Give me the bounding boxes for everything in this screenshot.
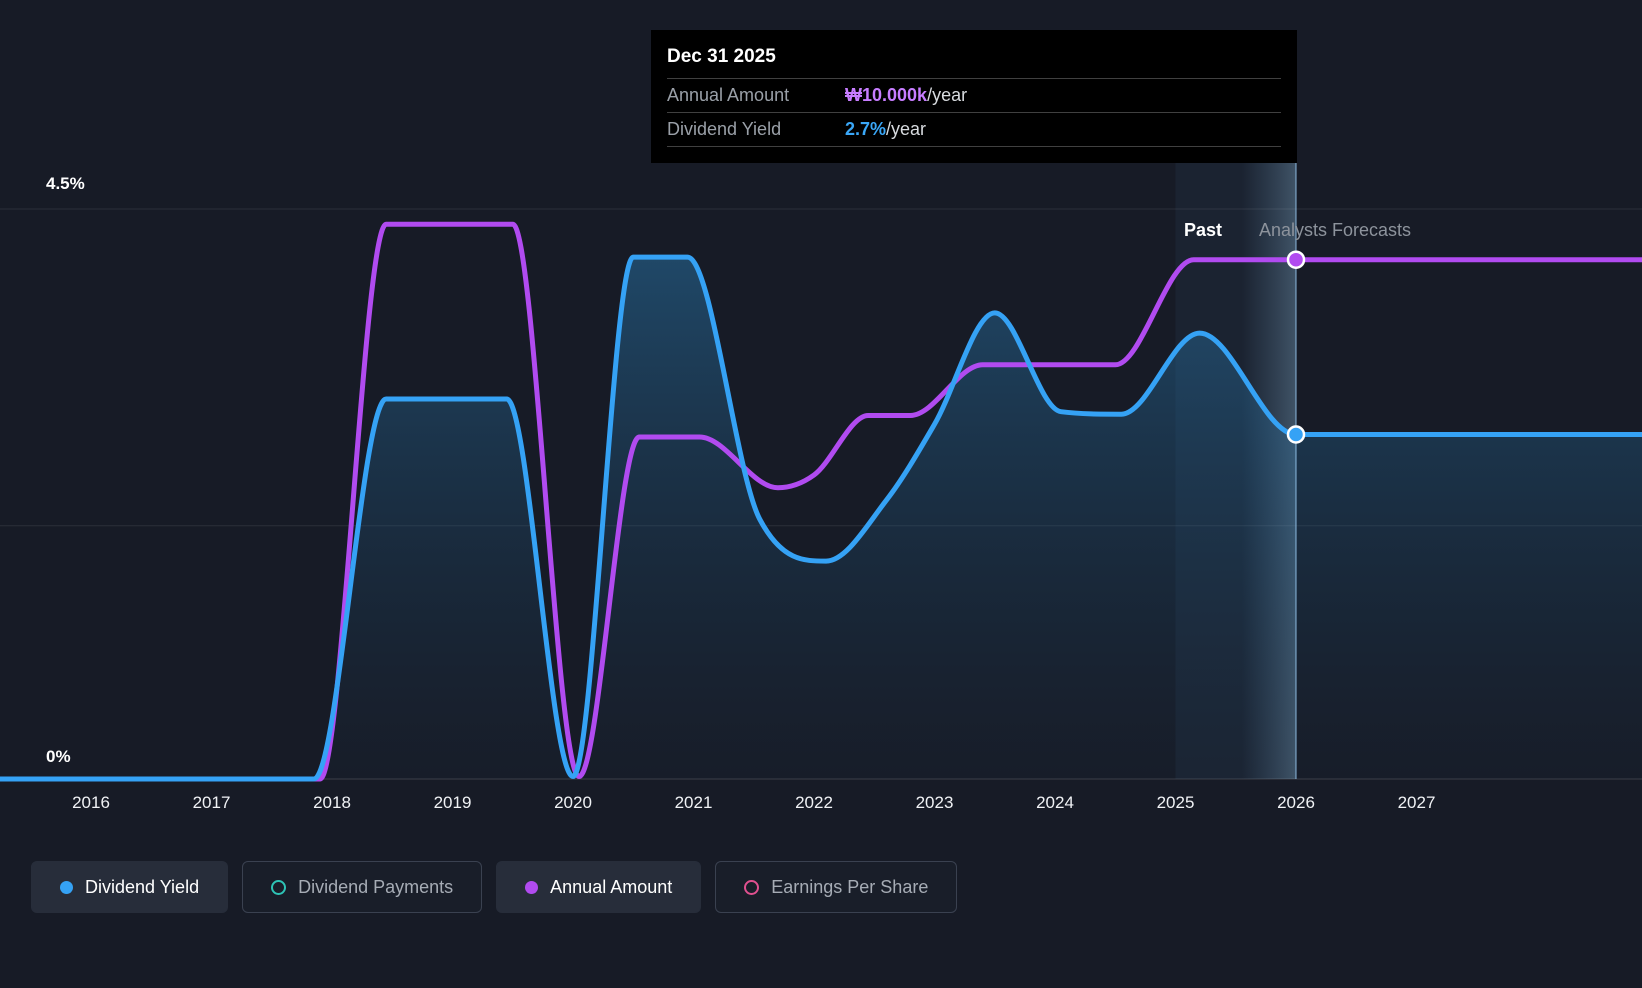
earnings-per-share-dot	[744, 879, 760, 895]
tooltip-row-label: Dividend Yield	[667, 119, 782, 139]
legend-earnings-per-share[interactable]: Earnings Per Share	[715, 861, 958, 913]
tooltip-row-value: ₩10.000k	[845, 85, 928, 105]
marker-dividend-yield[interactable]	[1286, 425, 1306, 444]
x-tick-2019: 2019	[433, 793, 472, 812]
x-tick-2018: 2018	[313, 793, 351, 812]
legend-label: Dividend Payments	[298, 876, 454, 897]
x-tick-2016: 2016	[72, 793, 110, 812]
tooltip-row-dividend-yield: Dividend Yield 2.7%/year	[667, 113, 1281, 147]
y-axis-label-bottom: 0%	[46, 747, 71, 766]
x-tick-2026: 2026	[1277, 793, 1315, 812]
legend-annual-amount[interactable]: Annual Amount	[496, 861, 702, 913]
legend-dividend-payments[interactable]: Dividend Payments	[242, 861, 483, 913]
x-tick-2027: 2027	[1397, 793, 1436, 812]
legend: Dividend Yield Dividend Payments Annual Am…	[31, 861, 958, 913]
x-tick-2023: 2023	[915, 793, 954, 812]
dividend-yield-line	[0, 254, 1642, 782]
legend-dividend-yield[interactable]: Dividend Yield	[31, 861, 229, 913]
y-axis-label-top: 4.5%	[46, 174, 85, 193]
tooltip-date: Dec 31 2025	[667, 38, 1281, 79]
tooltip-rows: Annual Amount ₩10.000k/year Dividend Yield…	[667, 79, 1281, 147]
x-tick-2025: 2025	[1156, 793, 1195, 812]
tooltip: Dec 31 2025 Annual Amount ₩10.000k/year Di…	[651, 30, 1297, 163]
dividend-yield-dot	[60, 880, 73, 894]
dividend-yield-area	[0, 257, 1642, 780]
past-label: Past	[1184, 220, 1223, 240]
annual-amount-line	[0, 221, 1642, 782]
tooltip-row-suffix: /year	[886, 119, 927, 139]
annual-amount-dot	[525, 880, 539, 894]
x-tick-2017: 2017	[192, 793, 231, 812]
x-tick-2020: 2020	[554, 793, 592, 812]
dividend-payments-dot	[271, 879, 287, 895]
marker-annual-amount[interactable]	[1286, 250, 1306, 269]
tooltip-row-suffix: /year	[927, 85, 968, 105]
tooltip-row-value: 2.7%	[845, 119, 887, 139]
x-axis: 2016 2017 2018 2019 2020 2021 2022 2023 2024 2025…	[0, 793, 1642, 817]
tooltip-row-annual-amount: Annual Amount ₩10.000k/year	[667, 79, 1281, 113]
x-tick-2022: 2022	[795, 793, 833, 812]
legend-label: Dividend Yield	[85, 876, 200, 897]
x-tick-2021: 2021	[674, 793, 713, 812]
legend-label: Annual Amount	[550, 876, 673, 897]
analysts-forecasts-label: Analysts Forecasts	[1259, 220, 1412, 240]
legend-label: Earnings Per Share	[771, 876, 929, 897]
x-tick-2024: 2024	[1036, 793, 1074, 812]
tooltip-row-label: Annual Amount	[667, 85, 790, 105]
